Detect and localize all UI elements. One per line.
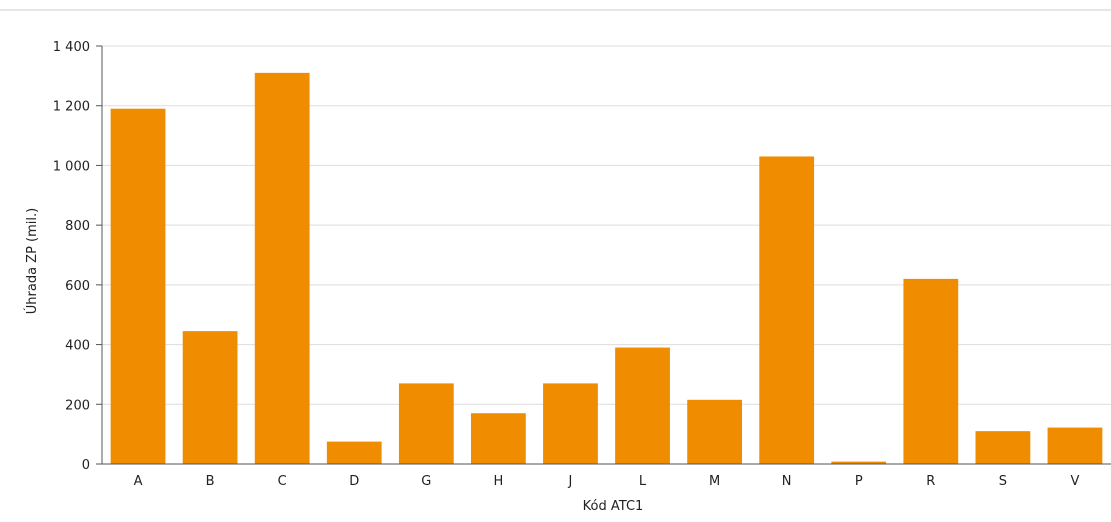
- y-tick-label: 600: [65, 279, 90, 294]
- x-tick-label: H: [494, 474, 504, 489]
- x-tick-label: A: [134, 474, 143, 489]
- y-tick-label: 1 000: [53, 159, 90, 174]
- bar-L: [615, 347, 670, 464]
- bar-H: [471, 413, 526, 464]
- bar-A: [110, 108, 166, 464]
- y-tick-label: 0: [82, 458, 90, 473]
- x-tick-label: M: [709, 474, 720, 489]
- y-tick-label: 200: [65, 398, 90, 413]
- x-tick-label: P: [855, 474, 863, 489]
- x-tick-label: D: [349, 474, 359, 489]
- gridlines: [102, 45, 1111, 405]
- y-axis: 0 200 400 600 800 1 000 1 200 1 400: [53, 40, 103, 473]
- y-tick-label: 1 200: [53, 100, 90, 115]
- x-tick-label: L: [639, 474, 647, 489]
- x-axis-title: Kód ATC1: [583, 499, 644, 514]
- bar-G: [398, 383, 454, 464]
- x-tick-label: N: [782, 474, 792, 489]
- x-tick-label: V: [1071, 474, 1080, 489]
- bar-V: [1047, 427, 1103, 464]
- x-tick-label: B: [206, 474, 215, 489]
- bar-R: [903, 278, 959, 464]
- bar-S: [975, 431, 1031, 464]
- bars: [110, 72, 1103, 464]
- bar-D: [326, 441, 382, 464]
- bar-J: [543, 383, 598, 464]
- bar-N: [759, 156, 815, 464]
- y-tick-label: 400: [65, 339, 90, 354]
- y-axis-title: Úhrada ZP (mil.): [24, 208, 40, 314]
- bar-B: [182, 331, 238, 464]
- y-tick-label: 800: [65, 219, 90, 234]
- bar-M: [687, 399, 742, 464]
- x-tick-label: J: [568, 474, 573, 489]
- y-tick-label: 1 400: [53, 40, 90, 55]
- x-tick-label: S: [999, 474, 1007, 489]
- bar-C: [254, 72, 310, 464]
- x-tick-label: G: [421, 474, 431, 489]
- x-tick-label: C: [278, 474, 287, 489]
- x-tick-label: R: [926, 474, 935, 489]
- bar-P: [831, 461, 887, 464]
